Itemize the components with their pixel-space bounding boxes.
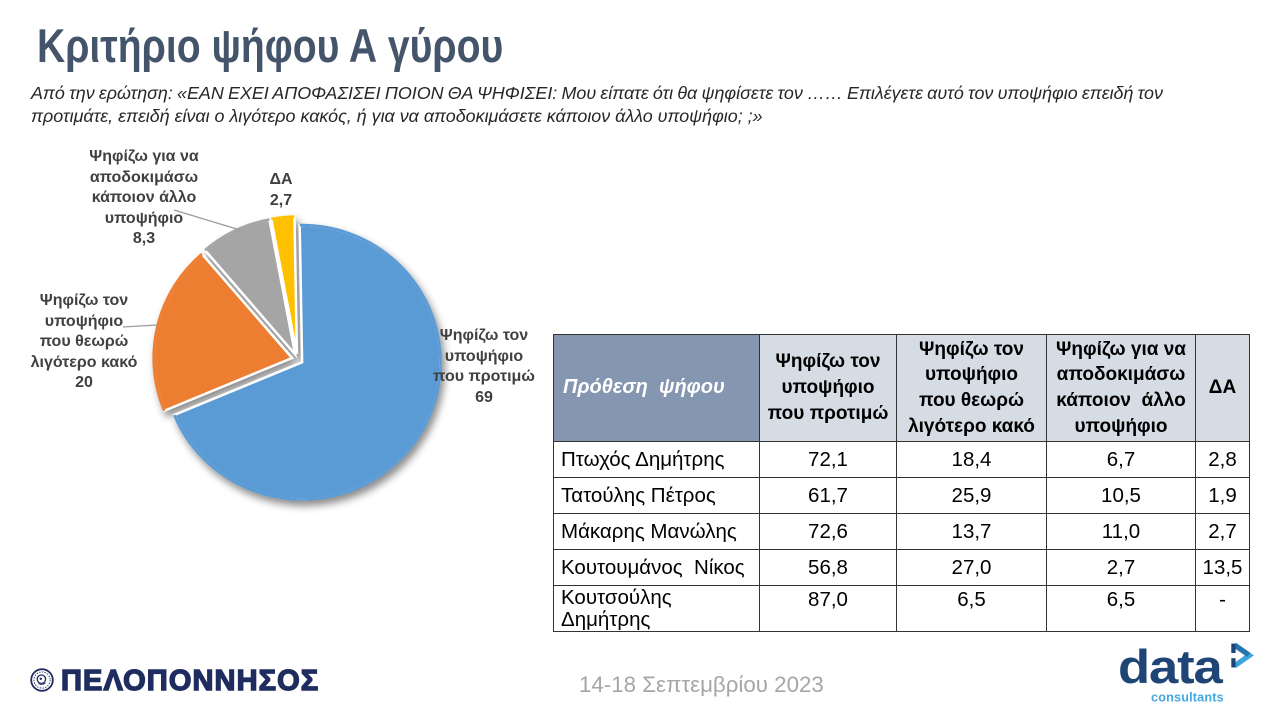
svg-text:ΠΕΛΟΠΟΝΝΗΣΟΣ: ΠΕΛΟΠΟΝΝΗΣΟΣ (61, 665, 319, 697)
svg-text:data: data (1118, 641, 1224, 694)
svg-text:consultants: consultants (1151, 691, 1224, 705)
